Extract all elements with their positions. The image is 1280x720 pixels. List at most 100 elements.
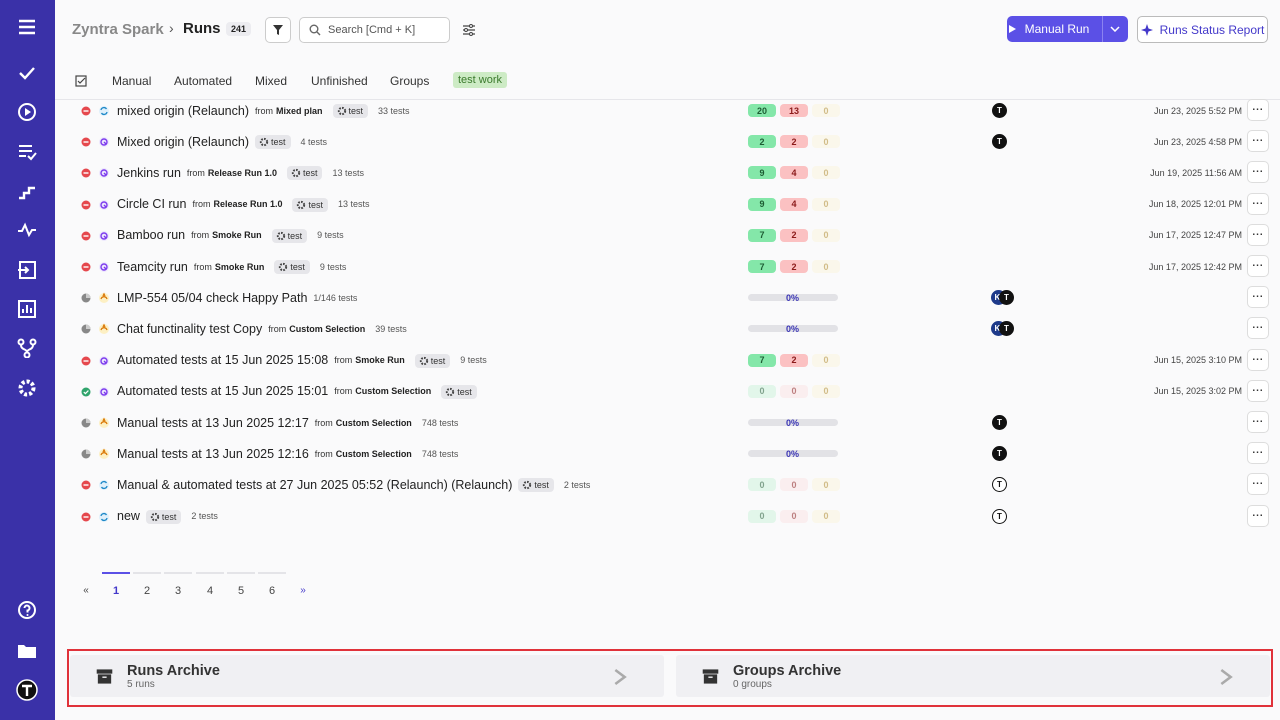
nav-projects[interactable] — [17, 640, 37, 660]
result-count: 0 — [812, 509, 840, 523]
run-row[interactable]: Jenkins run from Release Run 1.0 test 13 tes… — [70, 157, 1280, 188]
run-title[interactable]: new — [117, 509, 140, 524]
run-row[interactable]: Automated tests at 15 Jun 2025 15:01 from… — [70, 376, 1280, 407]
run-row[interactable]: Circle CI run from Release Run 1.0 test 13 t… — [70, 189, 1280, 220]
nav-reports[interactable] — [17, 299, 37, 319]
result-count: 0 — [748, 478, 776, 492]
run-row[interactable]: Chat functinality test Copy from Custom Se… — [70, 313, 1280, 344]
result-count: 7 — [748, 228, 776, 242]
split-divider — [1102, 16, 1103, 42]
brand[interactable]: Zyntra Spark — [72, 21, 164, 38]
more-button[interactable]: ... — [1247, 379, 1269, 402]
more-button[interactable]: ... — [1247, 411, 1269, 433]
more-button[interactable]: ... — [1247, 504, 1269, 527]
from-source[interactable]: Smoke Run — [212, 230, 262, 241]
tab[interactable]: Mixed — [255, 74, 288, 88]
run-row[interactable]: new test 2 tests 0 0 0 T... — [70, 501, 1280, 532]
search-box[interactable]: Search [Cmd + K] — [299, 17, 450, 43]
tab[interactable]: Automated — [174, 74, 233, 88]
run-title[interactable]: Automated tests at 15 Jun 2025 15:01 — [117, 384, 329, 399]
run-title[interactable]: Manual & automated tests at 27 Jun 2025 … — [117, 477, 513, 492]
more-button[interactable]: ... — [1247, 192, 1269, 215]
from-source[interactable]: Custom Selection — [335, 448, 412, 459]
select-all-checkbox[interactable] — [75, 75, 88, 88]
from-source[interactable]: Smoke Run — [214, 261, 265, 272]
run-row[interactable]: Manual tests at 13 Jun 2025 12:16 from Cus… — [70, 438, 1280, 469]
from-source[interactable]: Custom Selection — [289, 323, 366, 334]
result-count: 0 — [812, 384, 840, 398]
run-row[interactable]: Automated tests at 15 Jun 2025 15:08 from… — [70, 345, 1280, 376]
page-link[interactable]: 6 — [268, 585, 276, 597]
archive-card[interactable]: Groups Archive 0 groups — [676, 655, 1270, 697]
run-title[interactable]: Teamcity run — [117, 259, 188, 274]
run-row[interactable]: mixed origin (Relaunch) from Mixed plan tes… — [70, 95, 1280, 126]
run-type-icon — [99, 480, 109, 491]
tag: test — [518, 478, 554, 493]
from-source[interactable]: Custom Selection — [355, 386, 432, 397]
page-link[interactable]: 1 — [112, 585, 120, 597]
page-link[interactable]: » — [300, 585, 306, 596]
run-row[interactable]: Manual tests at 13 Jun 2025 12:17 from Cus… — [70, 407, 1280, 438]
run-date: Jun 15, 2025 3:02 PM — [1153, 386, 1242, 397]
result-count: 2 — [780, 260, 808, 273]
run-row[interactable]: LMP-554 05/04 check Happy Path 1/146 test… — [70, 282, 1280, 313]
run-title[interactable]: mixed origin (Relaunch) — [117, 103, 250, 118]
nav-help[interactable] — [17, 600, 37, 620]
from-source[interactable]: Smoke Run — [355, 355, 405, 366]
tab[interactable]: Groups — [390, 74, 430, 88]
page-link[interactable]: 4 — [206, 585, 214, 597]
archive-card[interactable]: Runs Archive 5 runs — [70, 655, 664, 697]
run-title[interactable]: Manual tests at 13 Jun 2025 12:16 — [117, 446, 309, 461]
more-button[interactable]: ... — [1247, 286, 1269, 309]
more-button[interactable]: ... — [1247, 473, 1269, 496]
nav-settings[interactable] — [17, 378, 37, 398]
nav-runs[interactable] — [17, 102, 37, 122]
more-button[interactable]: ... — [1247, 255, 1269, 277]
run-title[interactable]: Jenkins run — [117, 165, 181, 180]
more-button[interactable]: ... — [1247, 348, 1269, 371]
run-row[interactable]: Mixed origin (Relaunch) test 4 tests 2 2 0 T Ju… — [70, 126, 1280, 157]
nav-steps[interactable] — [17, 181, 37, 201]
from-source[interactable]: Release Run 1.0 — [213, 199, 283, 210]
page-link[interactable]: 3 — [174, 585, 182, 597]
from-source[interactable]: Mixed plan — [276, 105, 323, 116]
more-button[interactable]: ... — [1247, 223, 1269, 246]
run-title[interactable]: Bamboo run — [117, 228, 186, 243]
more-button[interactable]: ... — [1247, 442, 1269, 465]
more-button[interactable]: ... — [1247, 130, 1269, 153]
more-button[interactable]: ... — [1247, 99, 1269, 121]
run-title[interactable]: Automated tests at 15 Jun 2025 15:08 — [117, 353, 329, 368]
run-title[interactable]: LMP-554 05/04 check Happy Path — [117, 290, 308, 305]
menu-icon[interactable] — [17, 17, 37, 37]
view-settings[interactable] — [462, 23, 476, 37]
from-source[interactable]: Custom Selection — [335, 417, 412, 428]
user-avatar[interactable] — [16, 679, 38, 701]
filter-button[interactable] — [265, 17, 291, 43]
run-row[interactable]: Teamcity run from Smoke Run test 9 tests 7 2 0 J… — [70, 251, 1280, 282]
run-row[interactable]: Manual & automated tests at 27 Jun 2025 … — [70, 469, 1280, 500]
nav-plans[interactable] — [17, 142, 37, 162]
tab[interactable]: test work — [453, 72, 508, 88]
filter-icon — [273, 25, 283, 35]
page-link[interactable]: « — [83, 585, 89, 596]
run-title[interactable]: Manual tests at 13 Jun 2025 12:17 — [117, 415, 309, 430]
tab[interactable]: Unfinished — [311, 74, 368, 88]
nav-activity[interactable] — [17, 220, 37, 240]
manual-run-button[interactable]: Manual Run — [1007, 16, 1128, 42]
nav-integrations[interactable] — [17, 338, 37, 358]
run-row[interactable]: Bamboo run from Smoke Run test 9 tests 7 2 0 Jun… — [70, 220, 1280, 251]
nav-tests[interactable] — [17, 63, 37, 83]
page-link[interactable]: 2 — [143, 585, 151, 597]
report-button[interactable]: Runs Status Report — [1137, 16, 1268, 43]
run-title[interactable]: Chat functinality test Copy — [117, 321, 263, 336]
from-source[interactable]: Release Run 1.0 — [207, 167, 277, 178]
run-title[interactable]: Mixed origin (Relaunch) — [117, 134, 250, 149]
page-link[interactable]: 5 — [237, 585, 245, 597]
dropdown-caret[interactable] — [1110, 26, 1120, 32]
run-title[interactable]: Circle CI run — [117, 197, 187, 212]
more-button[interactable]: ... — [1247, 161, 1269, 184]
status-icon — [81, 356, 91, 366]
nav-import[interactable] — [17, 260, 37, 280]
more-button[interactable]: ... — [1247, 317, 1269, 340]
tab[interactable]: Manual — [112, 74, 152, 88]
